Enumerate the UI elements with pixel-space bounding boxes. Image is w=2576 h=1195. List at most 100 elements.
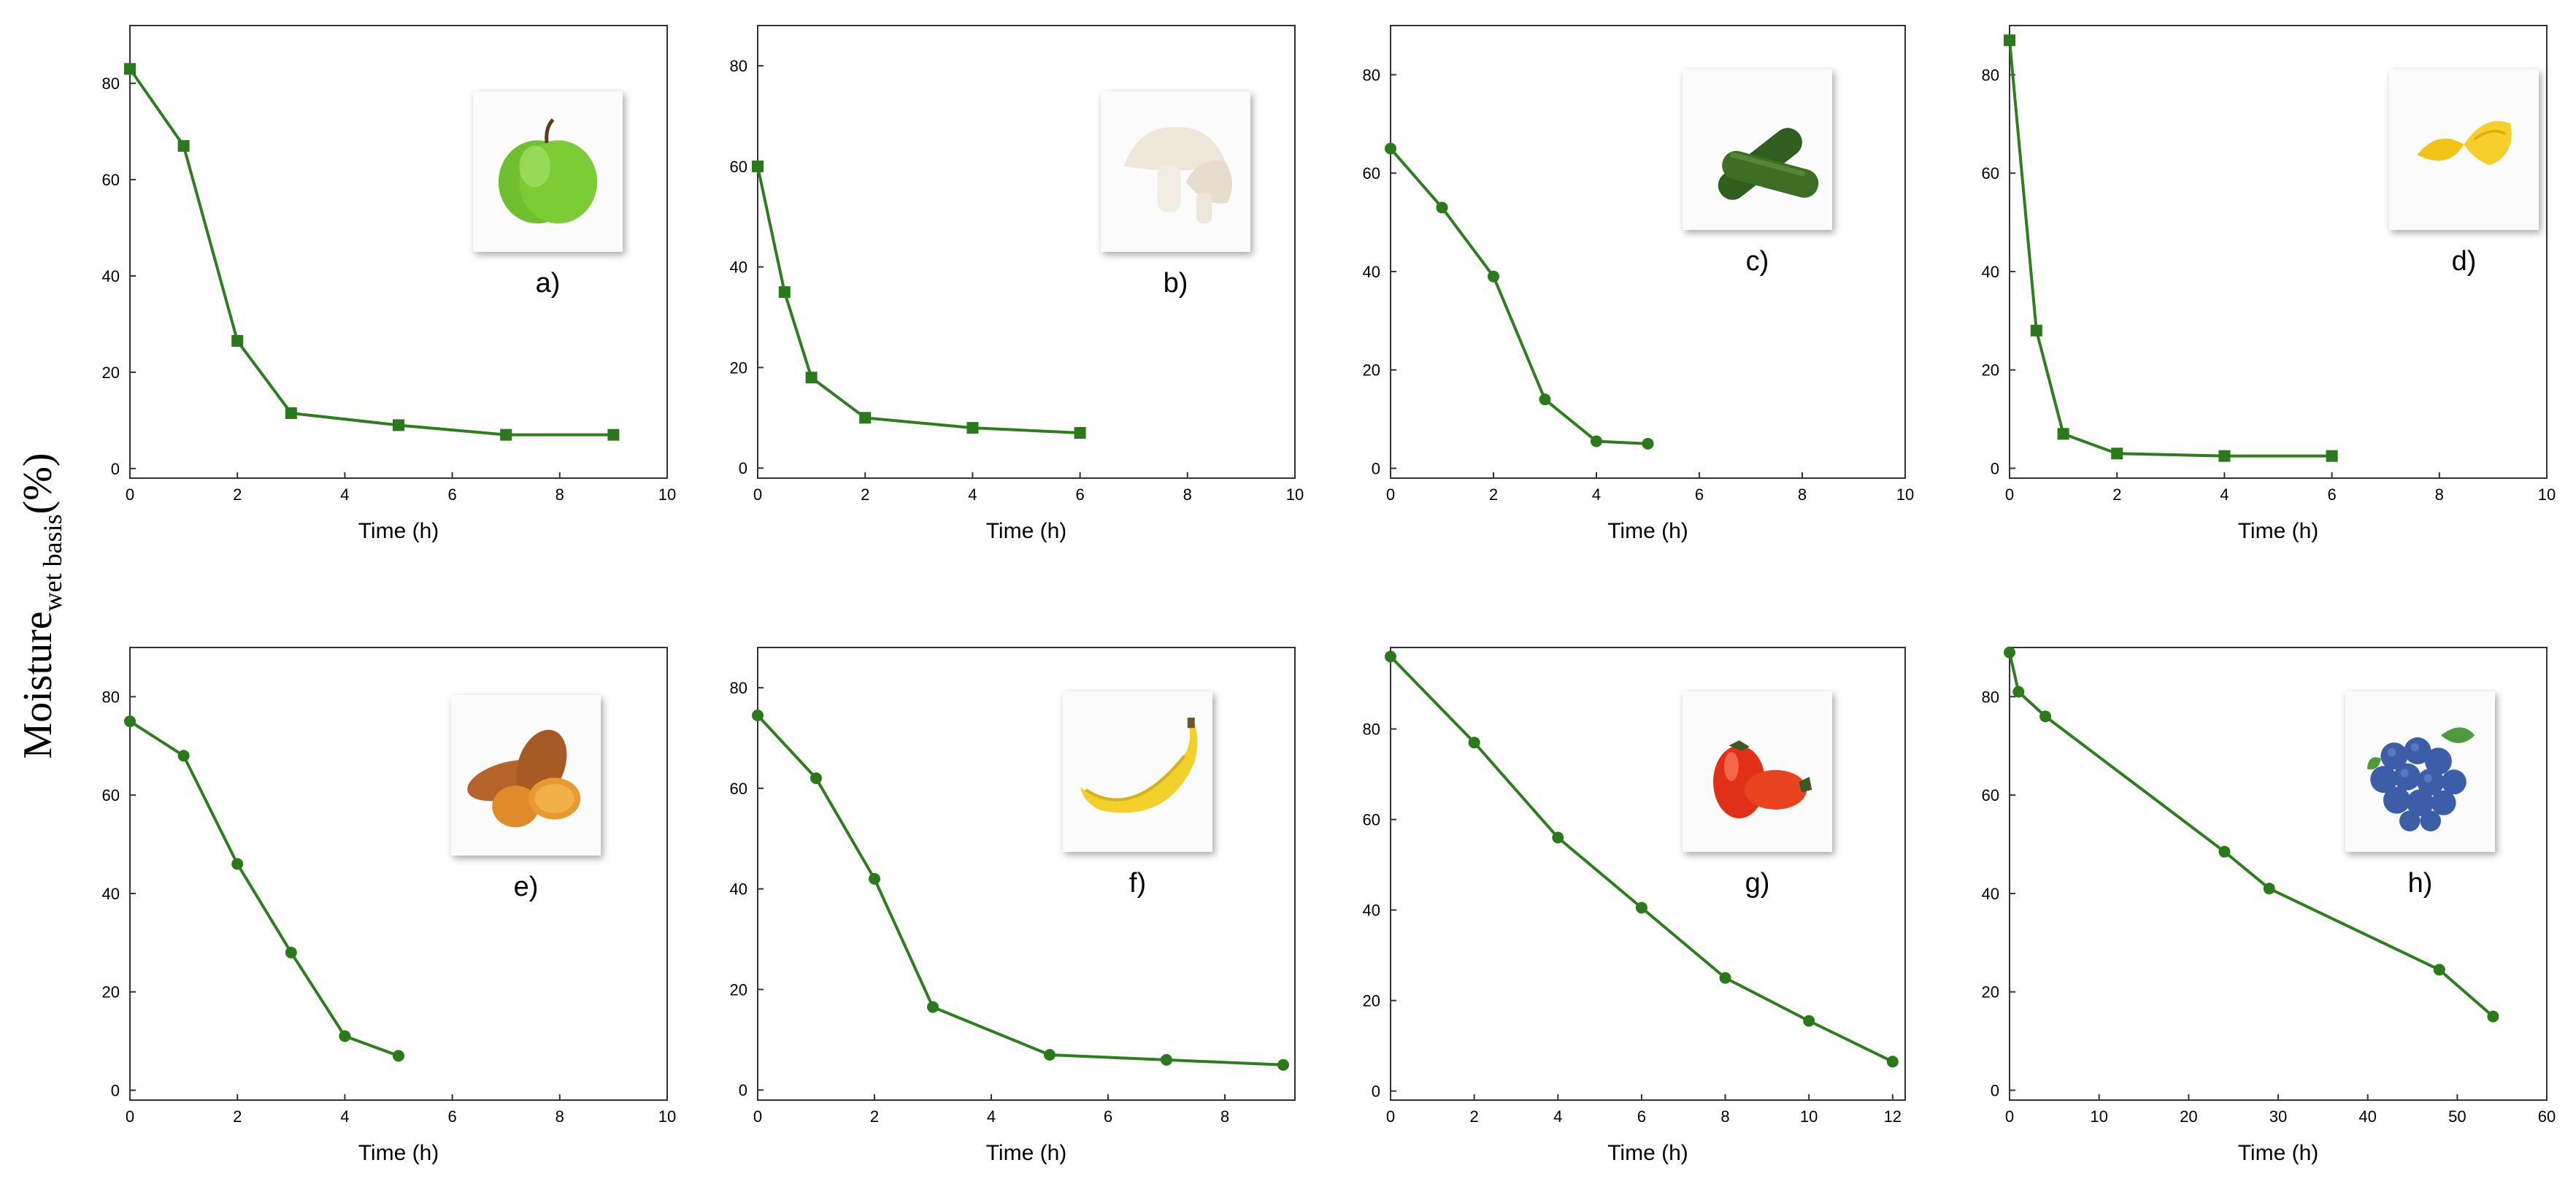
mushroom-icon (1101, 91, 1250, 252)
data-point (2030, 324, 2042, 337)
x-tick-label: 0 (753, 1107, 762, 1126)
data-point (2039, 710, 2052, 723)
y-tick-label: 60 (102, 171, 120, 189)
y-tick-label: 20 (1363, 361, 1380, 380)
data-point (1591, 435, 1602, 447)
lemon-icon (2389, 69, 2539, 230)
y-tick-label: 0 (111, 460, 120, 478)
y-tick-label: 60 (730, 158, 747, 176)
data-point (124, 63, 136, 75)
series-line (128, 720, 399, 1058)
y-tick-label: 40 (1363, 263, 1380, 281)
data-point (2004, 34, 2015, 47)
x-tick-label: 8 (555, 1107, 564, 1126)
ylabel-sub: wet basis (38, 514, 67, 611)
panel-label: f) (1129, 868, 1146, 899)
x-axis-title: Time (h) (986, 519, 1067, 543)
data-point (393, 1050, 404, 1062)
series-line (756, 166, 1080, 434)
x-tick-label: 10 (658, 1107, 676, 1126)
x-tick-label: 6 (447, 485, 456, 504)
data-point (1719, 972, 1731, 984)
x-tick-label: 2 (2112, 485, 2121, 504)
y-tick-label: 0 (739, 459, 747, 477)
y-tick-label: 0 (1372, 1083, 1380, 1101)
x-tick-label: 4 (1553, 1107, 1562, 1126)
panel-label: d) (2452, 246, 2477, 277)
y-tick-label: 0 (1372, 460, 1380, 478)
chart-plot: 0 2 4 6 8 10 0 20 40 60 80 Time (h) b) (730, 25, 1304, 543)
x-tick-label: 6 (2327, 485, 2336, 504)
y-tick-label: 20 (1982, 983, 1999, 1002)
data-point (124, 715, 136, 728)
plot-frame (129, 25, 668, 479)
x-tick-label: 8 (1220, 1107, 1229, 1126)
data-point (285, 946, 297, 958)
banana-icon (1063, 691, 1212, 852)
chart-plot: 0 2 4 6 8 10 0 20 40 60 80 Time (h) d) (1982, 25, 2556, 543)
data-point (231, 858, 244, 870)
x-tick-label: 2 (233, 1107, 242, 1126)
x-tick-label: 0 (126, 1107, 134, 1126)
y-tick-label: 80 (1982, 688, 1999, 706)
data-point (285, 407, 297, 419)
y-tick-label: 0 (1991, 460, 1999, 478)
chart-plot: 0 10 20 30 40 50 60 0 20 40 60 80 Time (h) h) (1982, 646, 2556, 1165)
data-point (810, 772, 822, 785)
y-tick-label: 40 (102, 885, 120, 903)
x-axis-title: Time (h) (2238, 519, 2319, 543)
data-point (869, 872, 880, 885)
x-tick-label: 0 (1386, 1107, 1395, 1126)
panel-label: e) (514, 872, 539, 902)
chart-plot: 0 2 4 6 8 10 0 20 40 60 80 Time (h) e) (102, 647, 676, 1165)
data-point (1539, 393, 1551, 406)
x-tick-label: 12 (1884, 1107, 1902, 1126)
x-tick-label: 10 (1286, 485, 1304, 504)
data-point (607, 429, 620, 441)
plot-frame (2009, 25, 2548, 479)
x-tick-label: 0 (126, 485, 134, 504)
x-axis-title: Time (h) (358, 1141, 439, 1165)
y-axis-label: Moisturewet basis(%) (15, 453, 67, 758)
x-tick-label: 6 (1075, 485, 1084, 504)
chart-plot: 0 2 4 6 8 10 0 20 40 60 80 Time (h) c) (1363, 25, 1914, 543)
chart-panel: 0 2 4 6 8 10 0 20 40 60 80 Time (h) d) (1951, 18, 2556, 555)
x-tick-label: 0 (2005, 485, 2014, 504)
x-tick-label: 2 (861, 485, 869, 504)
data-point (2218, 845, 2231, 858)
chart-panel: 0 2 4 6 8 10 12 0 20 40 60 80 Time (h) g) (1332, 640, 1912, 1177)
plot-frame (1390, 25, 1906, 479)
y-tick-label: 20 (730, 358, 747, 377)
data-point (2012, 685, 2025, 698)
x-tick-label: 8 (555, 485, 564, 504)
x-tick-label: 30 (2269, 1107, 2287, 1126)
chart-plot: 0 2 4 6 8 10 0 20 40 60 80 Time (h) a) (102, 25, 676, 543)
x-tick-label: 4 (340, 485, 349, 504)
x-tick-label: 10 (2538, 485, 2556, 504)
panel-label: a) (536, 268, 561, 299)
data-point (2057, 428, 2069, 440)
x-tick-label: 2 (1470, 1107, 1479, 1126)
sweet-potato-icon (451, 695, 601, 856)
x-tick-label: 2 (233, 485, 242, 504)
x-tick-label: 8 (1720, 1107, 1729, 1126)
x-tick-label: 0 (753, 485, 762, 504)
data-point (2218, 450, 2231, 462)
data-point (966, 422, 979, 434)
x-tick-label: 10 (1800, 1107, 1818, 1126)
y-tick-label: 20 (102, 983, 120, 1002)
y-tick-label: 40 (102, 267, 120, 285)
y-tick-label: 80 (102, 74, 120, 93)
y-tick-label: 0 (739, 1081, 747, 1099)
y-tick-label: 80 (730, 679, 747, 697)
x-tick-label: 60 (2538, 1107, 2556, 1126)
data-point (2004, 646, 2015, 658)
y-tick-label: 0 (111, 1082, 120, 1100)
data-point (752, 160, 764, 172)
panel-label: b) (1164, 268, 1188, 299)
y-tick-label: 60 (1363, 811, 1380, 829)
zucchini-icon (1683, 69, 1832, 230)
tomato-icon (1683, 691, 1832, 852)
y-tick-label: 80 (1363, 721, 1380, 739)
